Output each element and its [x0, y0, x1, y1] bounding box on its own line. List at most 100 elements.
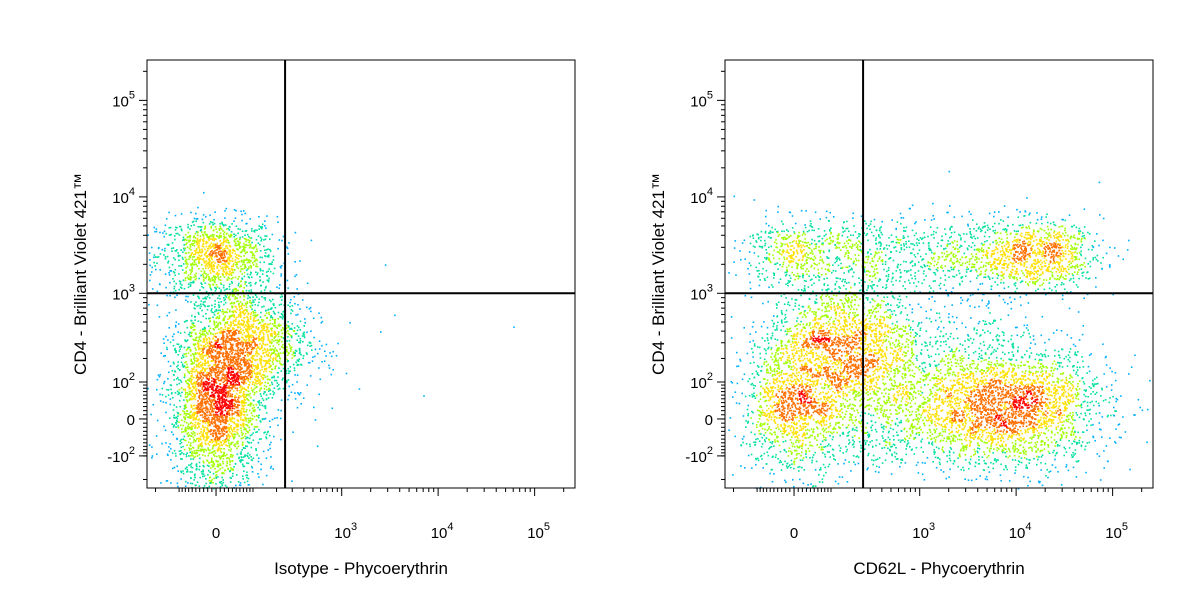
event-dot: [215, 249, 218, 251]
event-dot: [201, 250, 204, 252]
event-dot: [244, 234, 246, 236]
event-dot: [195, 220, 197, 222]
event-dot: [210, 414, 213, 416]
event-dot: [166, 314, 168, 317]
event-dot: [268, 434, 271, 437]
event-dot: [244, 378, 247, 381]
event-dot: [231, 409, 233, 412]
event-dot: [232, 386, 235, 388]
event-dot: [171, 392, 173, 394]
event-dot: [237, 367, 239, 370]
event-dot: [193, 382, 195, 384]
event-dot: [254, 245, 257, 248]
event-dot: [206, 421, 209, 424]
event-dot: [218, 301, 220, 304]
event-dot: [276, 417, 278, 419]
event-dot: [219, 392, 221, 395]
event-dot: [243, 428, 245, 431]
event-dot: [217, 363, 220, 366]
event-dot: [232, 289, 235, 292]
event-dot: [231, 338, 234, 341]
event-dot: [155, 268, 157, 271]
event-dot: [255, 403, 258, 406]
event-dot: [260, 395, 262, 397]
event-dot: [225, 426, 228, 429]
event-dot: [210, 227, 213, 229]
event-dot: [190, 363, 192, 365]
event-dot: [201, 388, 204, 391]
event-dot: [184, 388, 186, 391]
event-dot: [309, 375, 312, 377]
event-dot: [192, 240, 195, 242]
event-dot: [193, 376, 195, 379]
event-dot: [228, 380, 230, 383]
event-dot: [203, 436, 205, 438]
event-dot: [186, 326, 189, 329]
event-dot: [229, 330, 231, 333]
event-dot: [212, 235, 215, 238]
event-dot: [182, 251, 184, 253]
event-dot: [176, 249, 178, 251]
event-dot: [153, 226, 156, 229]
event-dot: [253, 340, 255, 343]
event-dot: [244, 388, 246, 391]
event-dot: [242, 424, 245, 426]
event-dot: [241, 268, 244, 270]
event-dot: [183, 346, 186, 349]
event-dot: [190, 276, 193, 279]
event-dot: [220, 455, 223, 458]
event-dot: [165, 480, 168, 482]
event-dot: [266, 328, 268, 331]
event-dot: [233, 417, 236, 420]
event-dot: [216, 430, 219, 432]
event-dot: [206, 338, 208, 341]
event-dot: [269, 447, 271, 450]
event-dot: [200, 391, 203, 393]
event-dot: [185, 267, 187, 269]
event-dot: [216, 455, 218, 458]
event-dot: [212, 252, 215, 255]
event-dot: [223, 271, 226, 273]
event-dot: [211, 478, 213, 481]
event-dot: [190, 477, 192, 479]
event-dot: [207, 345, 210, 348]
event-dot: [169, 281, 171, 284]
event-dot: [228, 428, 230, 431]
event-dot: [264, 225, 266, 227]
event-dot: [248, 417, 250, 420]
event-dot: [216, 316, 219, 318]
event-dot: [181, 229, 183, 232]
event-dot: [263, 325, 266, 328]
event-dot: [238, 382, 240, 384]
event-dot: [215, 255, 217, 257]
event-dot: [281, 265, 283, 267]
event-dot: [196, 265, 198, 267]
event-dot: [180, 446, 182, 449]
event-dot: [280, 329, 283, 332]
event-dot: [206, 342, 208, 344]
event-dot: [176, 343, 179, 345]
event-dot: [195, 390, 197, 392]
event-dot: [204, 442, 207, 444]
event-dot: [209, 260, 211, 262]
event-dot: [192, 236, 195, 239]
event-dot: [205, 250, 208, 253]
event-dot: [300, 353, 302, 356]
event-dot: [209, 327, 212, 330]
event-dot: [200, 350, 203, 352]
event-dot: [245, 229, 248, 232]
event-dot: [268, 365, 271, 368]
event-dot: [207, 409, 209, 411]
event-dot: [211, 417, 213, 419]
event-dot: [228, 234, 230, 237]
event-dot: [296, 381, 298, 383]
event-dot: [254, 294, 257, 297]
event-dot: [215, 321, 218, 323]
event-dot: [273, 325, 275, 327]
event-dot: [214, 405, 217, 408]
event-dot: [192, 294, 195, 296]
event-dot: [239, 484, 242, 487]
event-dot: [237, 289, 239, 292]
event-dot: [227, 340, 230, 343]
event-dot: [206, 350, 209, 352]
